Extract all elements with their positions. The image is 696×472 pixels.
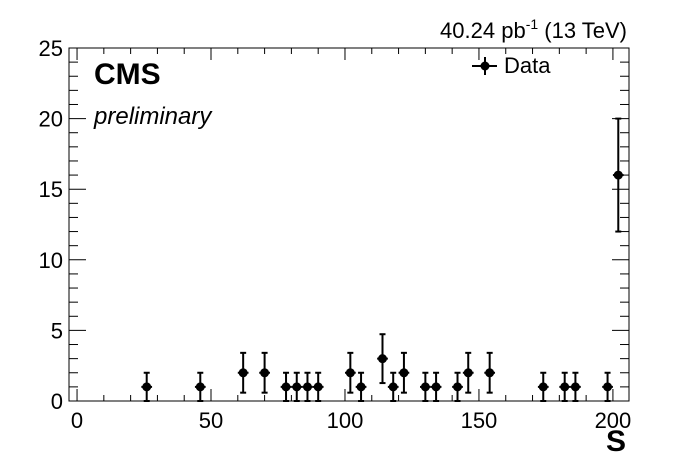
data-point — [462, 351, 474, 394]
point-marker — [142, 382, 152, 392]
x-axis-label: S — [606, 425, 626, 458]
data-point — [259, 351, 270, 394]
point-marker — [603, 382, 613, 392]
data-point — [344, 351, 356, 394]
point-marker — [356, 382, 366, 392]
data-point — [355, 371, 367, 402]
legend: Data — [472, 53, 551, 78]
point-marker — [302, 382, 312, 392]
data-point — [559, 371, 571, 402]
point-marker — [399, 368, 409, 378]
point-marker — [431, 382, 441, 392]
data-point — [291, 371, 303, 402]
data-point — [430, 371, 442, 402]
x-tick-label: 0 — [71, 408, 83, 433]
data-point — [302, 371, 313, 402]
lumi-value: 40.24 pb — [440, 18, 526, 43]
y-tick-label: 15 — [39, 177, 63, 202]
point-marker — [345, 368, 355, 378]
legend-entry-data: Data — [504, 53, 551, 78]
point-marker — [538, 382, 548, 392]
data-point — [420, 371, 431, 402]
point-marker — [195, 382, 205, 392]
point-marker — [238, 368, 248, 378]
y-axis: 0 5 10 15 20 25 — [39, 36, 629, 414]
data-point — [398, 351, 410, 394]
x-tick-label: 100 — [327, 408, 364, 433]
data-points — [141, 117, 624, 402]
data-point — [237, 351, 249, 394]
data-point — [602, 371, 613, 402]
status-label: preliminary — [93, 103, 213, 130]
data-point — [570, 371, 581, 402]
point-marker — [260, 368, 270, 378]
y-tick-label: 0 — [51, 389, 63, 414]
experiment-label: CMS — [94, 58, 161, 91]
x-tick-label: 150 — [461, 408, 498, 433]
data-point — [280, 371, 292, 402]
point-marker — [485, 368, 495, 378]
lumi-label: 40.24 pb-1 (13 TeV) — [440, 16, 627, 43]
point-marker — [560, 382, 570, 392]
plot-frame — [68, 47, 630, 402]
data-point — [612, 117, 624, 233]
data-point — [484, 351, 496, 394]
data-point — [537, 371, 549, 402]
point-marker — [377, 354, 387, 364]
lumi-exponent: -1 — [526, 16, 539, 32]
y-tick-label: 10 — [39, 248, 63, 273]
data-point — [141, 371, 153, 402]
energy-label: (13 TeV) — [538, 18, 627, 43]
legend-marker — [480, 61, 490, 71]
point-marker — [570, 382, 580, 392]
y-tick-label: 25 — [39, 36, 63, 61]
y-tick-label: 5 — [51, 318, 63, 343]
point-marker — [613, 170, 623, 180]
x-axis: 0 50 100 150 200 — [71, 48, 631, 433]
point-marker — [463, 368, 473, 378]
point-marker — [292, 382, 302, 392]
data-point — [312, 371, 324, 402]
x-tick-label: 200 — [595, 408, 632, 433]
point-marker — [388, 382, 398, 392]
data-point — [452, 371, 463, 402]
data-point — [387, 371, 399, 402]
x-tick-label: 50 — [199, 408, 223, 433]
point-marker — [420, 382, 430, 392]
data-point — [194, 371, 206, 402]
point-marker — [313, 382, 323, 392]
point-marker — [281, 382, 291, 392]
point-marker — [453, 382, 463, 392]
data-point — [377, 333, 388, 385]
y-tick-label: 20 — [39, 107, 63, 132]
